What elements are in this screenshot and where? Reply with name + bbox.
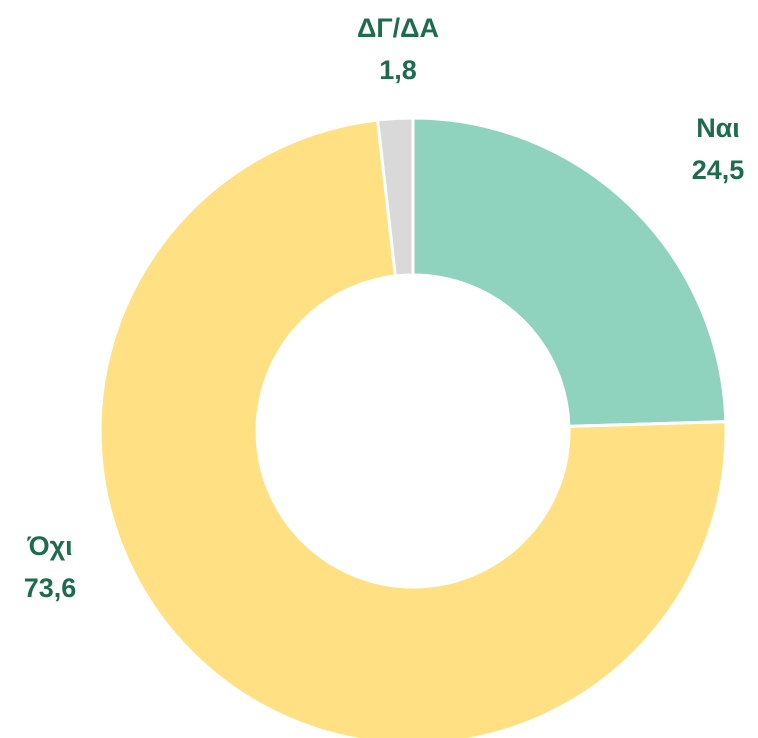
category-label: Ναι	[696, 113, 740, 143]
donut-segment	[411, 116, 728, 428]
category-label: ΔΓ/ΔΑ	[357, 13, 439, 43]
value-label: 73,6	[24, 573, 77, 603]
category-label: Όχι	[26, 531, 72, 561]
value-label: 24,5	[692, 155, 745, 185]
donut-segment	[98, 118, 728, 738]
donut-segment	[375, 116, 415, 278]
value-label: 1,8	[379, 55, 417, 85]
